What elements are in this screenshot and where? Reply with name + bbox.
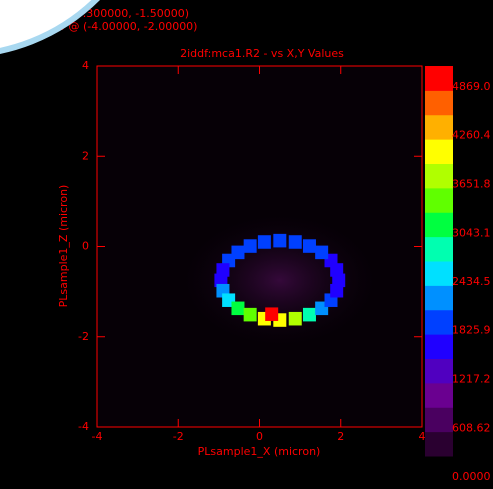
y-tick-label: 2: [82, 149, 89, 162]
heat-cell: [214, 273, 228, 288]
y-tick-label: -2: [78, 330, 89, 343]
colorbar-block: [425, 334, 453, 359]
heat-cell: [302, 239, 316, 253]
glow: [169, 205, 390, 356]
colorbar-label: 2434.5: [452, 275, 491, 288]
heat-cell: [243, 239, 257, 253]
heat-cell: [216, 263, 230, 277]
colorbar-block: [425, 358, 453, 384]
colorbar-label: 1825.9: [452, 324, 491, 337]
y-tick-label: 4: [82, 59, 89, 72]
colorbar-block: [425, 261, 453, 286]
heat-cell: [243, 307, 257, 322]
heat-cell: [265, 307, 279, 321]
heat-cell: [288, 235, 302, 249]
colorbar-block: [425, 382, 453, 408]
colorbar-block: [425, 212, 453, 238]
colorbar-block: [425, 163, 453, 189]
x-tick-label: 4: [419, 430, 426, 443]
colorbar-label: 608.62: [452, 421, 491, 434]
x-tick-label: 2: [337, 430, 344, 443]
colorbar-label: 3043.1: [452, 226, 491, 239]
heat-cell: [302, 307, 316, 322]
colorbar-label: 1217.2: [452, 373, 491, 386]
colorbar-block: [425, 236, 453, 262]
heat-cell: [332, 273, 346, 288]
colorbar-block: [425, 407, 453, 433]
colorbar-block: [425, 90, 453, 116]
heat-cell: [231, 301, 245, 316]
colorbar-block: [425, 139, 453, 164]
heat-cell: [288, 311, 302, 326]
y-axis-label: PLsample1_Z (micron): [57, 185, 70, 308]
colorbar-block: [425, 431, 453, 457]
colorbar-label: 4869.0: [452, 80, 491, 93]
x-tick-label: -4: [92, 430, 103, 443]
colorbar-block: [425, 66, 453, 91]
colorbar-label: 0.0000: [452, 470, 491, 483]
colorbar-block: [425, 309, 453, 335]
colorbar-block: [425, 187, 453, 213]
x-axis-label: PLsample1_X (micron): [198, 445, 321, 458]
heat-cell: [330, 283, 344, 298]
colorbar-label: 4260.4: [452, 129, 491, 142]
colorbar-block: [425, 114, 453, 140]
colorbar-block: [425, 285, 453, 311]
colorbar-label: 3651.8: [452, 177, 491, 190]
x-tick-label: 0: [256, 430, 263, 443]
y-tick-label: 0: [82, 240, 89, 253]
heat-cell: [273, 233, 287, 248]
overlay-bubble: [0, 0, 100, 54]
heat-cell: [315, 245, 329, 260]
y-tick-label: -4: [78, 420, 89, 433]
chart-title: 2iddf:mca1.R2 - vs X,Y Values: [180, 47, 344, 60]
heat-cell: [257, 235, 271, 249]
x-tick-label: -2: [173, 430, 184, 443]
